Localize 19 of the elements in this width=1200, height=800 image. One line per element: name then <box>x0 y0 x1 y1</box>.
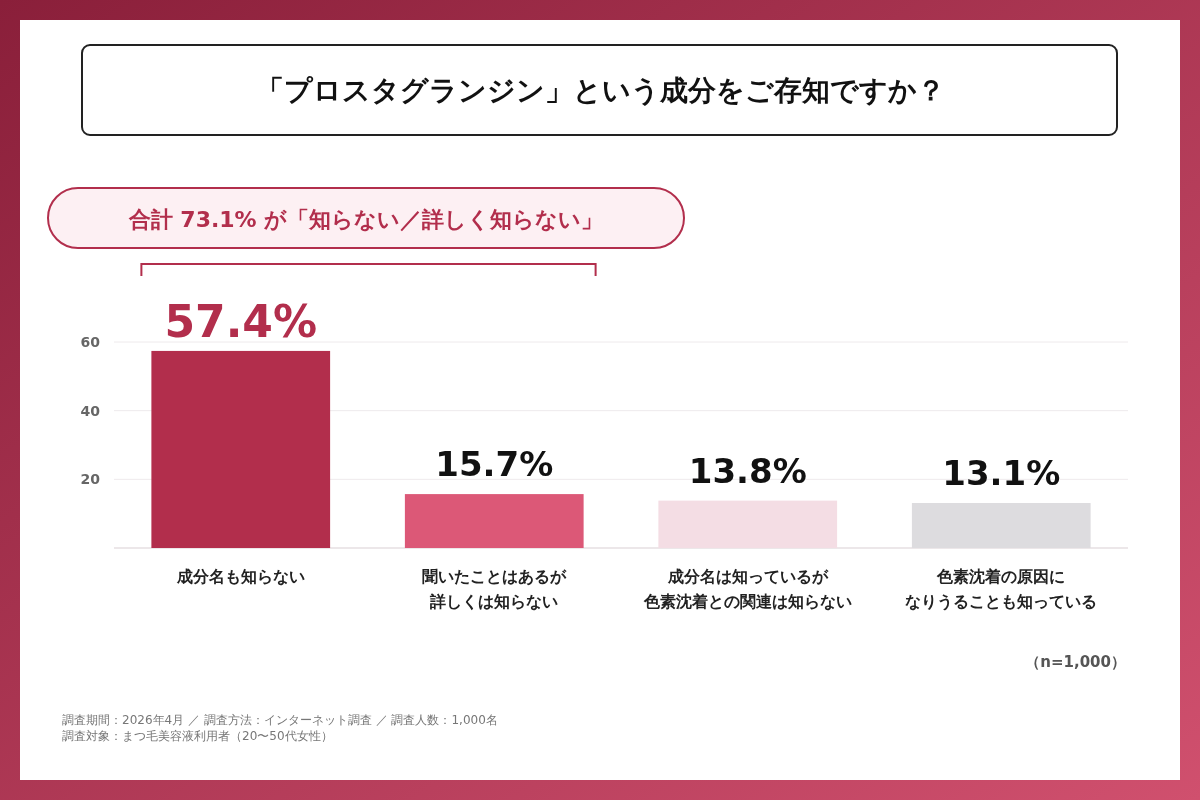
y-tick-label: 20 <box>80 471 101 488</box>
x-tick-label: 聞いたことはあるが詳しくは知らない <box>422 567 568 611</box>
x-tick-label: 成分名も知らない <box>175 567 305 586</box>
text: 調査期間：2026年4月 ／ 調査方法：インターネット調査 ／ 調査人数：1,000名 <box>62 713 498 727</box>
x-tick-label: 成分名は知っているが色素沈着との関連は知らない <box>642 567 852 611</box>
data-label: 15.7% <box>435 444 554 485</box>
data-label: 57.4% <box>164 295 318 347</box>
bar <box>404 494 584 548</box>
chart-title: 「プロスタグランジン」という成分をご存知ですか？ <box>255 74 945 107</box>
data-label: 13.1% <box>942 453 1061 494</box>
text: 調査対象：まつ毛美容液利用者（20〜50代女性） <box>62 729 333 743</box>
text: （n=1,000） <box>1025 653 1126 671</box>
y-tick-label: 40 <box>80 402 101 419</box>
data-label: 13.8% <box>688 450 807 491</box>
x-tick-label: 色素沈着の原因になりうることも知っている <box>905 567 1098 611</box>
bar <box>151 350 331 548</box>
y-tick-label: 60 <box>80 334 101 350</box>
text: 合計 73.1% が「知らない／詳しく知らない」 <box>127 207 604 232</box>
bar <box>658 500 838 548</box>
